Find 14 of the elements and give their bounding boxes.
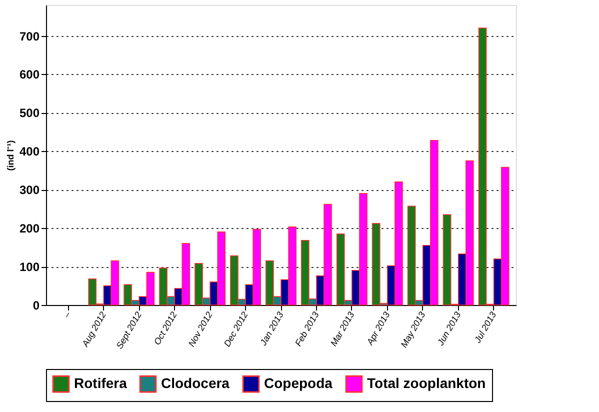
y-tick-label: 500 [19, 106, 40, 120]
y-tick-label: 100 [19, 260, 40, 274]
y-tick-label: 200 [19, 222, 40, 236]
legend-label: Rotifera [74, 375, 128, 392]
y-tick-label: 300 [19, 183, 40, 198]
y-tick-label: 700 [19, 29, 40, 44]
y-tick-label: 400 [19, 144, 40, 159]
y-tick-label: 0 [32, 298, 40, 312]
y-tick-label: 600 [19, 68, 40, 82]
y-axis-title: (ind l⁻¹) [5, 140, 16, 171]
legend-label: Total zooplankton [367, 375, 486, 392]
legend-label: Copepoda [264, 375, 333, 392]
legend-label: Clodocera [161, 375, 230, 392]
x-tick-label: – [60, 309, 73, 320]
